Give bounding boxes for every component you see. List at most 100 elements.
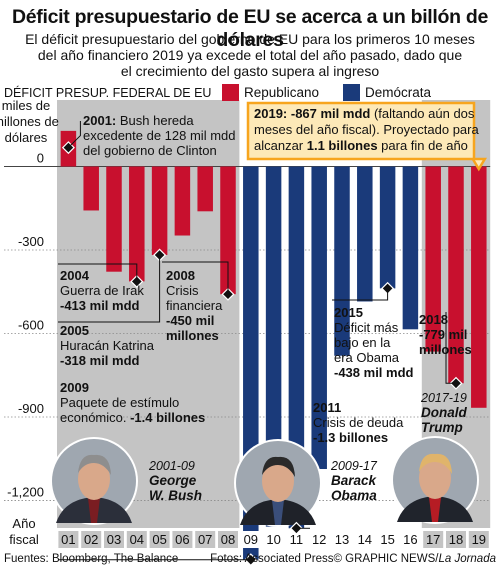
x-tick-bg — [446, 531, 466, 548]
president-photo-2 — [234, 439, 322, 527]
bar-14 — [357, 166, 373, 302]
y-tick-label: -900 — [18, 401, 44, 416]
annotation-2019: 2019: -867 mil mdd (faltando aún dos mese… — [254, 106, 479, 153]
legend-swatch-1 — [222, 84, 239, 101]
bar-04 — [129, 166, 145, 282]
x-tick-label: 08 — [221, 532, 235, 547]
annotation-value: 2019: -867 mil mdd — [254, 106, 370, 121]
annotation-text: excedente de 128 mil mdd — [83, 128, 235, 143]
x-tick-label: 16 — [403, 532, 417, 547]
annotation-text: para fin de año — [378, 138, 468, 153]
president-years: 2001-09 — [148, 459, 195, 473]
photo-face — [419, 457, 451, 499]
photo-face — [262, 460, 294, 502]
president-name: Obama — [331, 488, 377, 503]
annotation-text: Crisis — [166, 283, 199, 298]
bar-10 — [265, 166, 282, 527]
legend-heading: DÉFICIT PRESUP. FEDERAL DE EU — [4, 85, 211, 100]
bar-19 — [471, 166, 487, 408]
annotation-value: -1.4 billones — [126, 410, 205, 425]
annotation-2005: 2005 Huracán Katrina -318 mil mdd — [60, 323, 155, 368]
subtitle-line-2: del año financiero 2019 ya excede el tot… — [37, 47, 463, 63]
annotation-text: (faltando aún dos — [370, 106, 475, 121]
president-years: 2017-19 — [420, 391, 467, 405]
president-label-3: 2017-19 Donald Trump — [420, 391, 468, 435]
annotation-2011: 2011 Crisis de deuda -1.3 billones — [313, 400, 404, 445]
x-axis-title-line: Año — [12, 516, 35, 531]
president-photo-1 — [50, 437, 138, 525]
x-tick-label: 17 — [426, 532, 440, 547]
bar-16 — [402, 166, 419, 330]
bar-07 — [197, 166, 213, 212]
bar-15 — [379, 166, 396, 289]
x-tick-bg — [332, 531, 352, 548]
annotation-text: Paquete de estímulo — [60, 395, 179, 410]
footer-sources: Fuentes: Bloomberg, The Balance — [4, 553, 178, 565]
annotation-text: Déficit más — [334, 320, 399, 335]
annotation-year: 2008 — [166, 268, 195, 283]
x-tick-label: 02 — [84, 532, 98, 547]
annotation-text: financiera — [166, 298, 223, 313]
x-tick-bg — [81, 531, 102, 548]
annotation-text: Crisis de deuda — [313, 415, 404, 430]
annotation-value: -438 mil mdd — [334, 365, 414, 380]
leader-2008 — [162, 261, 229, 295]
annotation-bold: 1.1 billones — [307, 138, 378, 153]
x-tick-bg — [149, 531, 170, 548]
president-photo-3 — [391, 436, 479, 524]
x-tick-bg — [218, 531, 238, 548]
legend-label-1: Republicano — [244, 85, 319, 100]
x-tick-label: 14 — [358, 532, 372, 547]
annotation-text: del gobierno de Clinton — [83, 143, 217, 158]
leader-2015 — [332, 288, 389, 301]
x-tick-bg — [286, 531, 307, 548]
y-tick-label: 0 — [37, 151, 44, 166]
annotation-text: era Obama — [334, 350, 400, 365]
annotation-text: Bush hereda — [120, 113, 194, 128]
president-label-2: 2009-17 Barack Obama — [330, 459, 378, 503]
leader-2001 — [68, 121, 81, 148]
annotation-text: Huracán Katrina — [60, 338, 155, 353]
x-tick-bg — [468, 531, 489, 548]
x-tick-bg — [354, 531, 375, 548]
chart-title: Déficit presupuestario de EU se acerca a… — [11, 6, 489, 51]
x-tick-label: 11 — [290, 532, 304, 547]
footer-credit-italic: La Jornada — [438, 553, 496, 565]
x-tick-bg — [172, 531, 193, 548]
bar-05 — [151, 166, 168, 255]
legend-label-2: Demócrata — [365, 85, 432, 100]
annotation-2001: 2001: Bush hereda excedente de 128 mil md… — [83, 113, 235, 158]
photo-face — [78, 458, 110, 500]
president-name: Trump — [421, 420, 463, 435]
photo-tie — [429, 497, 441, 522]
annotation-year: 2015 — [334, 305, 363, 320]
x-tick-label: 09 — [244, 532, 258, 547]
footer-credit: Fotos: Associated Press© GRAPHIC NEWS/La… — [210, 553, 496, 565]
x-tick-bg — [240, 531, 261, 548]
y-axis-title-line: miles de — [2, 98, 50, 113]
x-tick-bg — [58, 531, 79, 548]
annotation-2009: 2009 Paquete de estímulo económico. -1.4 b… — [60, 380, 205, 425]
annotation-2004: 2004 Guerra de Irak -413 mil mdd — [60, 268, 144, 313]
y-axis-title-line: millones de — [0, 114, 59, 129]
footer-credit-prefix: Fotos: Associated Press — [210, 553, 334, 565]
leader-2004 — [58, 263, 138, 282]
footer-credit-main: © GRAPHIC NEWS/ — [333, 553, 439, 565]
leader-2005 — [58, 254, 161, 323]
annotation-year: 2005 — [60, 323, 89, 338]
photo-hair — [419, 453, 452, 474]
x-tick-label: 13 — [335, 532, 349, 547]
annotation-year: 2011 — [313, 400, 341, 415]
x-tick-label: 03 — [107, 532, 121, 547]
annotation-value: -318 mil mdd — [60, 353, 140, 368]
x-tick-label: 12 — [312, 532, 326, 547]
annotation-2015: 2015 Déficit más bajo en la era Obama -438 m… — [334, 305, 414, 380]
annotation-text: alcanzar — [254, 138, 307, 153]
annotation-year: 2018 — [419, 312, 448, 327]
x-tick-label: 07 — [198, 532, 212, 547]
chart-subtitle: El déficit presupuestario del gobierno d… — [0, 31, 500, 79]
annotation-year: 2004 — [60, 268, 90, 283]
president-label-1: 2001-09 George W. Bush — [148, 459, 202, 503]
annotation-year: 2001: — [83, 113, 120, 128]
